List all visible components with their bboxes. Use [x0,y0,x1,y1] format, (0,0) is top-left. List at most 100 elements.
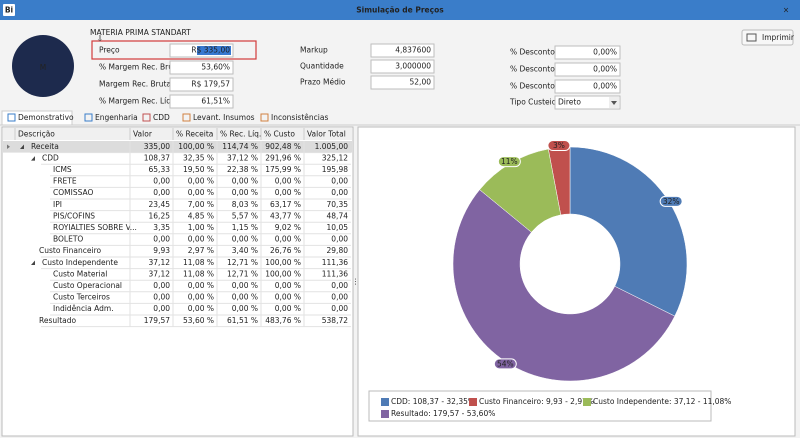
cell-value: 61,51 % [227,316,258,325]
cell-value: 2,97 % [188,246,214,255]
legend-label: Custo Independente: 37,12 - 11,08% [593,397,731,406]
cell-value: 11,08 % [183,269,214,278]
tab-active[interactable] [1,110,73,126]
field-value: 0,00% [593,82,617,91]
field-value: 53,60% [201,63,230,72]
cell-description: Receita [31,142,59,151]
cell-value: 37,12 [149,258,171,267]
tab-icon [182,113,191,122]
field-input[interactable] [169,60,234,75]
cell-description: Resultado [39,316,77,325]
field-input[interactable] [370,75,435,90]
cell-value: 100,00 % [265,269,301,278]
cell-value: 538,72 [322,316,348,325]
cell-value: 0,00 [153,188,170,197]
cell-value: 0,00 % [188,235,214,244]
row-indicator [7,144,10,149]
cell-value: 29,80 [327,246,349,255]
cell-description: IPI [53,200,62,209]
column-header[interactable]: Valor Total [307,130,346,139]
donut-slice [569,146,688,317]
cell-description: ICMS [53,165,72,174]
cell-value: 5,57 % [232,211,258,220]
cell-value: 32,35 % [183,153,214,162]
expand-toggle[interactable] [31,260,35,266]
cell-value: 100,00 % [265,258,301,267]
cell-value: 53,60 % [183,316,214,325]
column-header[interactable]: Descrição [18,130,55,139]
cell-value: 175,99 % [265,165,301,174]
tab-label[interactable]: Levant. Insumos [193,113,255,122]
cell-value: 0,00 % [188,304,214,313]
cell-value: 0,00 % [232,235,258,244]
value-label: 3% [553,141,565,150]
field-value: R$ 335,00 [191,46,230,55]
field-input[interactable] [169,77,234,92]
legend-swatch [583,398,591,406]
field-input[interactable] [554,45,621,60]
cell-value: 70,35 [327,200,349,209]
tab-label[interactable]: Inconsistências [271,113,328,122]
field-icon: ⇩ [97,34,103,43]
tab-label[interactable]: Demonstrativo [18,113,74,122]
tab-icon [260,113,269,122]
cell-value: 108,37 [144,153,170,162]
legend-label: CDD: 108,37 - 32,35% [391,397,475,406]
field-input[interactable] [554,62,621,77]
column-header[interactable]: Valor [133,130,153,139]
cell-value: 48,74 [327,211,349,220]
cell-description: Custo Independente [42,258,118,267]
cell-value: 23,45 [149,200,171,209]
cell-description: Indidência Adm. [53,304,114,313]
value-label-bg [659,195,683,207]
cell-value: 10,05 [327,223,349,232]
legend-label: Custo Financeiro: 9,93 - 2,97% [479,397,594,406]
cell-value: 16,25 [149,211,171,220]
value-label-bg [497,156,521,168]
cell-value: 0,00 [331,177,348,186]
field-input[interactable] [370,59,435,74]
cell-value: 111,36 [322,258,348,267]
table-panel [1,126,354,437]
field-value: R$ 179,57 [191,80,230,89]
cell-value: 8,03 % [232,200,258,209]
field-label: % Desconto 3 [510,82,562,91]
field-value: 3,000000 [395,62,431,71]
column-header[interactable]: % Rec. Líq. [220,130,261,139]
cell-value: 4,85 % [188,211,214,220]
cell-value: 0,00 % [275,304,301,313]
cell-value: 0,00 % [275,281,301,290]
tab-label[interactable]: CDD [153,113,170,122]
column-header[interactable]: % Custo [264,130,295,139]
print-icon [746,33,757,42]
field-label: % Desconto 2 [510,65,562,74]
field-label: % Desconto 1 [510,48,562,57]
expand-toggle[interactable] [20,144,24,150]
app-icon-text: Bi [5,6,13,15]
cell-value: 483,76 % [265,316,301,325]
cell-value: 0,00 % [275,188,301,197]
cell-value: 0,00 % [188,188,214,197]
field-label: Tipo Custeio [509,98,557,107]
tab-label[interactable]: Engenharia [95,113,138,122]
field-input[interactable] [169,94,234,109]
field-input[interactable] [554,79,621,94]
cell-value: 0,00 [331,293,348,302]
cell-value: 1,15 % [232,223,258,232]
cell-description: Custo Material [53,269,107,278]
field-value: 61,51% [201,97,230,106]
cell-value: 0,00 [331,281,348,290]
cell-value: 11,08 % [183,258,214,267]
field-value: 52,00 [410,78,432,87]
expand-toggle[interactable] [31,156,35,161]
cell-value: 0,00 [153,177,170,186]
field-input[interactable] [554,95,621,110]
column-header[interactable]: % Receita [176,130,213,139]
cell-value: 0,00 % [275,293,301,302]
legend-swatch [469,398,477,406]
cell-value: 0,00 % [188,293,214,302]
window-title: Simulação de Preços [356,6,444,15]
field-input[interactable] [370,43,435,58]
cell-value: 43,77 % [270,211,301,220]
close-button[interactable]: × [783,6,789,15]
